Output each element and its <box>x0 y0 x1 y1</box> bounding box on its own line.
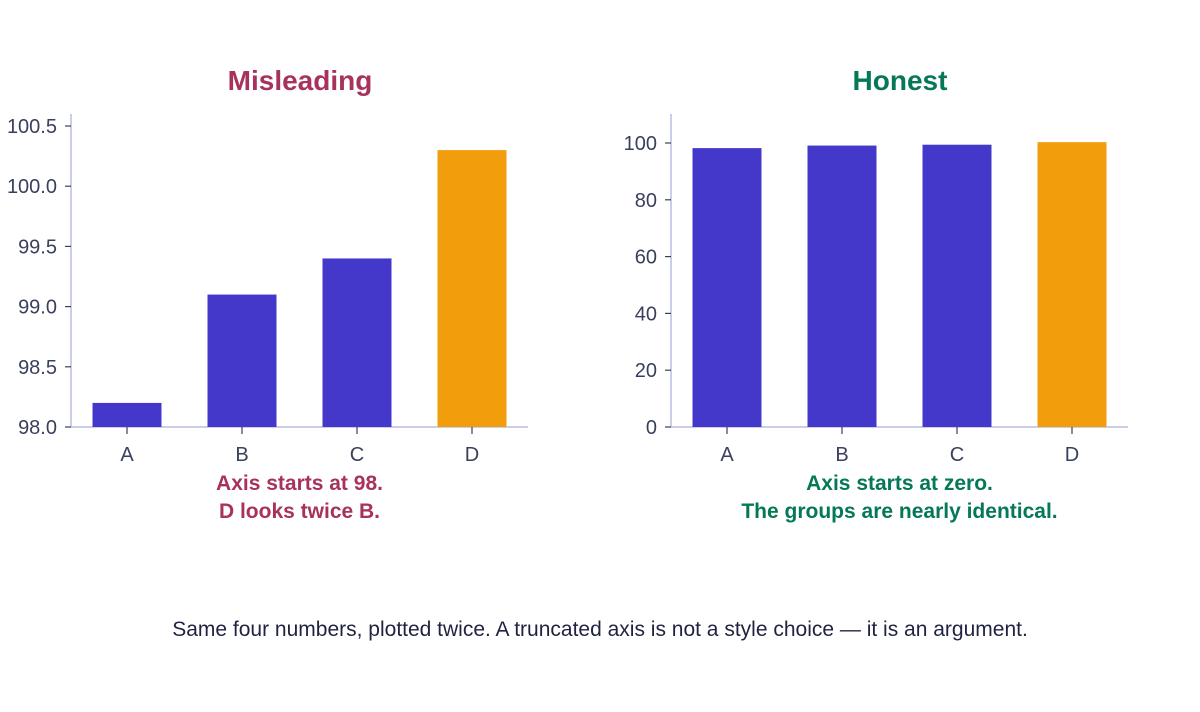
misleading-y-tick-label: 99.5 <box>18 236 57 258</box>
honest-bar-c <box>922 144 992 428</box>
misleading-x-tick-label: B <box>235 444 248 466</box>
misleading-chart-title: Misleading <box>228 65 373 96</box>
misleading-y-tick-label: 98.0 <box>18 417 57 439</box>
honest-y-tick-label: 60 <box>635 247 657 269</box>
misleading-y-tick-label: 100.0 <box>7 176 57 198</box>
misleading-bar-d <box>437 150 507 427</box>
honest-y-tick-label: 20 <box>635 360 657 382</box>
honest-bar-d <box>1037 142 1107 427</box>
misleading-x-tick-label: A <box>120 444 134 466</box>
honest-chart-title: Honest <box>853 65 948 96</box>
misleading-annotation-line: Axis starts at 98. <box>216 472 383 495</box>
misleading-y-tick-label: 99.0 <box>18 297 57 319</box>
honest-x-tick-label: C <box>950 444 964 466</box>
honest-y-tick-label: 100 <box>624 133 657 155</box>
honest-y-tick-label: 0 <box>646 417 657 439</box>
honest-chart: Honest 0 20 40 60 80 100 A B C D Axis starts at zer… <box>624 65 1128 523</box>
honest-bar-a <box>692 148 762 427</box>
honest-x-tick-label: A <box>720 444 734 466</box>
honest-annotation-line: The groups are nearly identical. <box>741 500 1057 523</box>
misleading-y-tick-label: 100.5 <box>7 116 57 138</box>
honest-annotation-line: Axis starts at zero. <box>806 472 993 495</box>
honest-bar-b <box>807 145 877 427</box>
honest-x-tick-label: B <box>835 444 848 466</box>
honest-y-tick-label: 80 <box>635 190 657 212</box>
misleading-x-tick-label: C <box>350 444 364 466</box>
misleading-y-tick-label: 98.5 <box>18 357 57 379</box>
honest-y-tick-label: 40 <box>635 303 657 325</box>
misleading-bar-a <box>92 402 162 427</box>
misleading-annotation-line: D looks twice B. <box>219 500 380 523</box>
misleading-bar-b <box>207 294 277 427</box>
honest-x-tick-label: D <box>1065 444 1079 466</box>
misleading-bar-c <box>322 258 392 427</box>
misleading-chart: Misleading 98.0 98.5 99.0 99.5 100.0 100.5 A B C D… <box>7 65 528 523</box>
misleading-x-tick-label: D <box>465 444 479 466</box>
figure-caption: Same four numbers, plotted twice. A trun… <box>172 618 1028 641</box>
